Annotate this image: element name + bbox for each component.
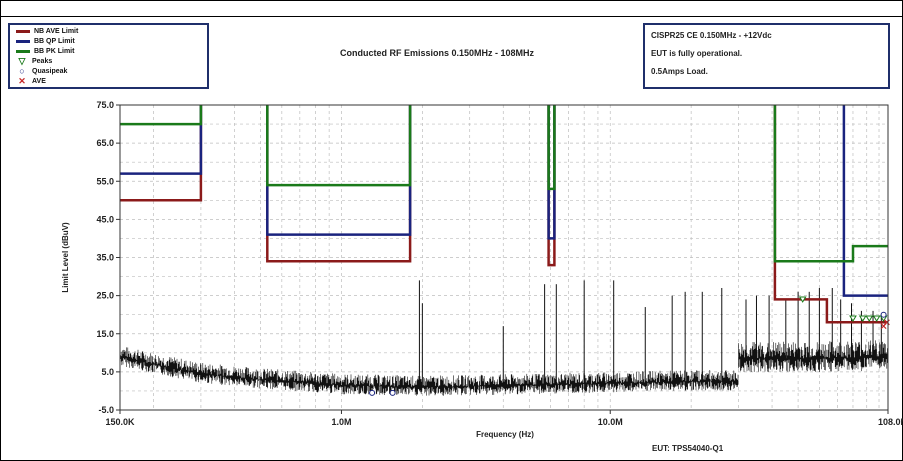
bb-qp-limit-line: [842, 105, 888, 297]
ave-marker: [883, 319, 890, 326]
measurement-markers: [369, 296, 890, 396]
x-tick-label: 150.0K: [105, 417, 135, 427]
bb-pk-limit-line: [120, 105, 203, 126]
bb-pk-limit-line: [266, 105, 412, 187]
legend: NB AVE Limit BB QP Limit BB PK Limit ▽ P…: [8, 23, 209, 89]
test-info-box: CISPR25 CE 0.150MHz - +12Vdc EUT is full…: [643, 23, 890, 89]
legend-label: AVE: [32, 77, 46, 85]
legend-item-peaks: ▽ Peaks: [16, 56, 53, 66]
info-line-2: EUT is fully operational.: [651, 49, 743, 58]
peak-marker: [798, 296, 807, 303]
legend-label: BB PK Limit: [34, 47, 75, 55]
quasipeak-marker: [389, 389, 396, 396]
triangle-down-icon: ▽: [18, 56, 26, 66]
x-axis-label: Frequency (Hz): [476, 430, 534, 439]
legend-swatch-bb-pk: [16, 49, 30, 53]
y-tick-label: 15.0: [96, 329, 114, 339]
legend-item-nb-ave: NB AVE Limit: [16, 27, 78, 35]
x-tick-label: 10.0M: [598, 417, 623, 427]
x-tick-label: 1.0M: [331, 417, 351, 427]
legend-swatch-bb-qp: [16, 39, 30, 43]
legend-label: Quasipeak: [32, 67, 68, 75]
eut-label: EUT: TPS54040-Q1: [652, 444, 724, 453]
legend-label: BB QP Limit: [34, 37, 75, 45]
bb-pk-limit-line: [547, 105, 556, 191]
x-tick-label: 108.0M: [878, 417, 903, 427]
chart-title: Conducted RF Emissions 0.150MHz - 108MHz: [340, 48, 535, 58]
header-divider: [0, 16, 903, 17]
peak-marker: [865, 315, 874, 322]
y-tick-label: 35.0: [96, 253, 114, 263]
legend-item-bb-pk: BB PK Limit: [16, 47, 74, 55]
x-axis-ticks: 150.0K 1.0M 10.0M 108.0M: [105, 410, 903, 427]
legend-label: Peaks: [32, 57, 53, 65]
nb-ave-limit-line: [266, 105, 412, 263]
info-line-1: CISPR25 CE 0.150MHz - +12Vdc: [651, 31, 772, 40]
bb-qp-limit-line: [266, 105, 412, 236]
legend-item-bb-qp: BB QP Limit: [16, 37, 75, 45]
y-axis-label: Limit Level (dBuV): [61, 222, 70, 293]
y-axis-ticks: 75.0 65.0 55.0 45.0 35.0 25.0 15.0 5.0 -5.0: [96, 100, 120, 415]
peak-marker: [858, 315, 867, 322]
y-tick-label: 25.0: [96, 291, 114, 301]
y-tick-label: 75.0: [96, 100, 114, 110]
limit-lines: [120, 105, 888, 324]
y-tick-label: -5.0: [98, 405, 114, 415]
emission-trace: [119, 280, 888, 396]
legend-item-quasipeak: ○ Quasipeak: [16, 66, 68, 76]
bb-qp-limit-line: [120, 105, 203, 175]
nb-ave-limit-line: [120, 105, 203, 202]
y-tick-label: 65.0: [96, 138, 114, 148]
quasipeak-marker: [369, 389, 376, 396]
x-icon: ✕: [18, 76, 26, 86]
peak-marker: [872, 315, 881, 322]
quasipeak-marker: [880, 311, 887, 318]
y-tick-label: 5.0: [101, 367, 114, 377]
chart-grid: [120, 104, 888, 411]
bb-pk-limit-line: [773, 105, 888, 263]
nb-ave-limit-line: [773, 105, 888, 324]
circle-icon: ○: [19, 66, 25, 76]
legend-item-ave: ✕ AVE: [16, 76, 46, 86]
legend-label: NB AVE Limit: [34, 27, 79, 35]
info-line-3: 0.5Amps Load.: [651, 67, 708, 76]
legend-swatch-nb-ave: [16, 29, 30, 33]
ave-marker-stroke: [883, 319, 890, 326]
y-tick-label: 55.0: [96, 176, 114, 186]
y-tick-label: 45.0: [96, 214, 114, 224]
peak-marker: [849, 315, 857, 322]
